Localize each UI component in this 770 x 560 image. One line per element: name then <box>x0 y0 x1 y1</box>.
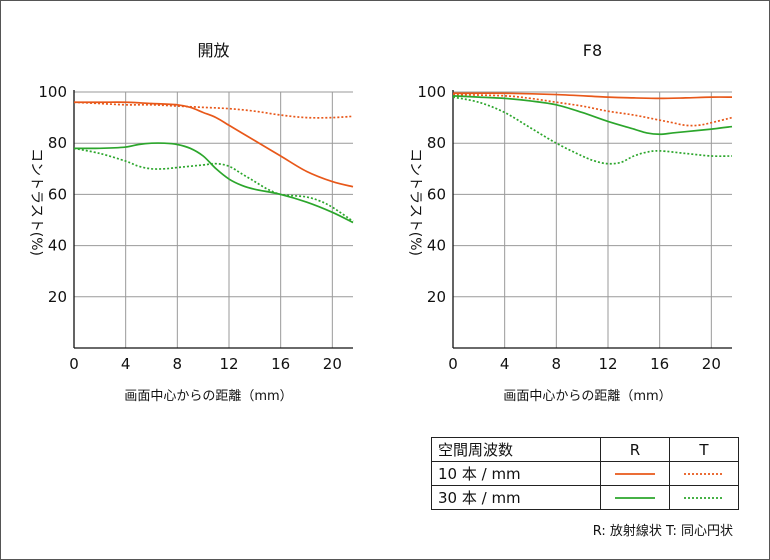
open-xtick-label: 16 <box>271 355 290 373</box>
f8-xtick-label: 0 <box>448 355 458 373</box>
f8-y-axis-label: コントラスト(%) <box>407 148 423 256</box>
f8-ytick-label: 40 <box>427 237 446 255</box>
open-ytick-label: 80 <box>48 134 67 152</box>
f8-xtick-label: 4 <box>500 355 510 373</box>
f8-ytick-label: 100 <box>417 83 446 101</box>
open-ytick-label: 100 <box>38 83 67 101</box>
legend-label-10: 10 本 / mm <box>431 461 601 486</box>
f8-xtick-label: 20 <box>702 355 721 373</box>
f8-x-axis-label: 画面中心からの距離（mm） <box>503 389 671 404</box>
open-series-r10 <box>74 101 354 188</box>
legend-swatch-t10 <box>669 461 739 486</box>
footnote: R: 放射線状 T: 同心円状 <box>592 524 733 539</box>
open-ytick-label: 20 <box>48 288 67 306</box>
open-xtick-label: 8 <box>173 355 183 373</box>
open-series-t30 <box>73 147 354 222</box>
legend-header-row: 空間周波数 R T <box>431 437 739 462</box>
legend-label-30: 30 本 / mm <box>431 485 601 510</box>
open-series-t10 <box>73 101 354 119</box>
f8-series-r30 <box>452 94 733 136</box>
f8-xtick-label: 12 <box>598 355 617 373</box>
legend-row-30: 30 本 / mm <box>431 485 739 510</box>
open-xtick-label: 4 <box>121 355 131 373</box>
f8-ytick-label: 60 <box>427 185 446 203</box>
legend-header-t: T <box>669 437 739 462</box>
open-xtick-label: 12 <box>219 355 238 373</box>
open-x-axis-label: 画面中心からの距離（mm） <box>124 389 292 404</box>
f8-series-r10 <box>452 92 733 100</box>
open-series-r30 <box>73 142 354 224</box>
f8-chart-title: F8 <box>583 41 602 60</box>
legend-swatch-t30 <box>669 485 739 510</box>
f8-xtick-label: 16 <box>650 355 669 373</box>
open-xtick-label: 0 <box>69 355 79 373</box>
open-ytick-label: 40 <box>48 237 67 255</box>
f8-ytick-label: 80 <box>427 134 446 152</box>
f8-xtick-label: 8 <box>552 355 562 373</box>
f8-series-t10 <box>452 93 733 127</box>
f8-ytick-label: 20 <box>427 288 446 306</box>
legend-swatch-r30 <box>600 485 670 510</box>
legend-swatch-r10 <box>600 461 670 486</box>
open-xtick-label: 20 <box>323 355 342 373</box>
legend-header-r: R <box>600 437 670 462</box>
legend-row-10: 10 本 / mm <box>431 461 739 486</box>
open-ytick-label: 60 <box>48 185 67 203</box>
legend-table: 空間周波数 R T 10 本 / mm 30 本 / mm <box>431 437 739 510</box>
open-chart-title: 開放 <box>197 41 229 60</box>
open-y-axis-label: コントラスト(%) <box>28 148 44 256</box>
legend-header-frequency: 空間周波数 <box>431 437 601 462</box>
